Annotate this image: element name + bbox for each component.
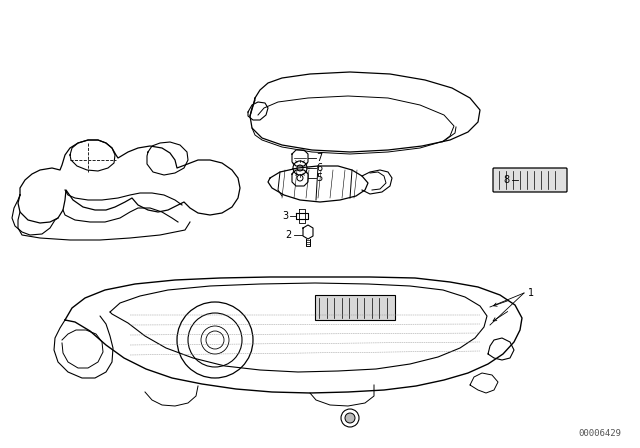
Text: 3: 3 <box>282 211 288 221</box>
Text: 2: 2 <box>285 230 292 240</box>
Circle shape <box>206 331 224 349</box>
Circle shape <box>297 165 303 171</box>
Text: 6: 6 <box>316 163 322 173</box>
Text: 7: 7 <box>316 153 323 163</box>
Bar <box>315 295 395 320</box>
Text: 00006429: 00006429 <box>579 429 621 438</box>
Text: 5: 5 <box>316 173 323 183</box>
Circle shape <box>293 161 307 175</box>
Circle shape <box>188 313 242 367</box>
Circle shape <box>201 326 229 354</box>
Circle shape <box>297 175 303 181</box>
FancyBboxPatch shape <box>493 168 567 192</box>
Text: 1: 1 <box>528 288 534 298</box>
Circle shape <box>341 409 359 427</box>
Text: 8: 8 <box>504 175 510 185</box>
Circle shape <box>177 302 253 378</box>
Circle shape <box>345 413 355 423</box>
